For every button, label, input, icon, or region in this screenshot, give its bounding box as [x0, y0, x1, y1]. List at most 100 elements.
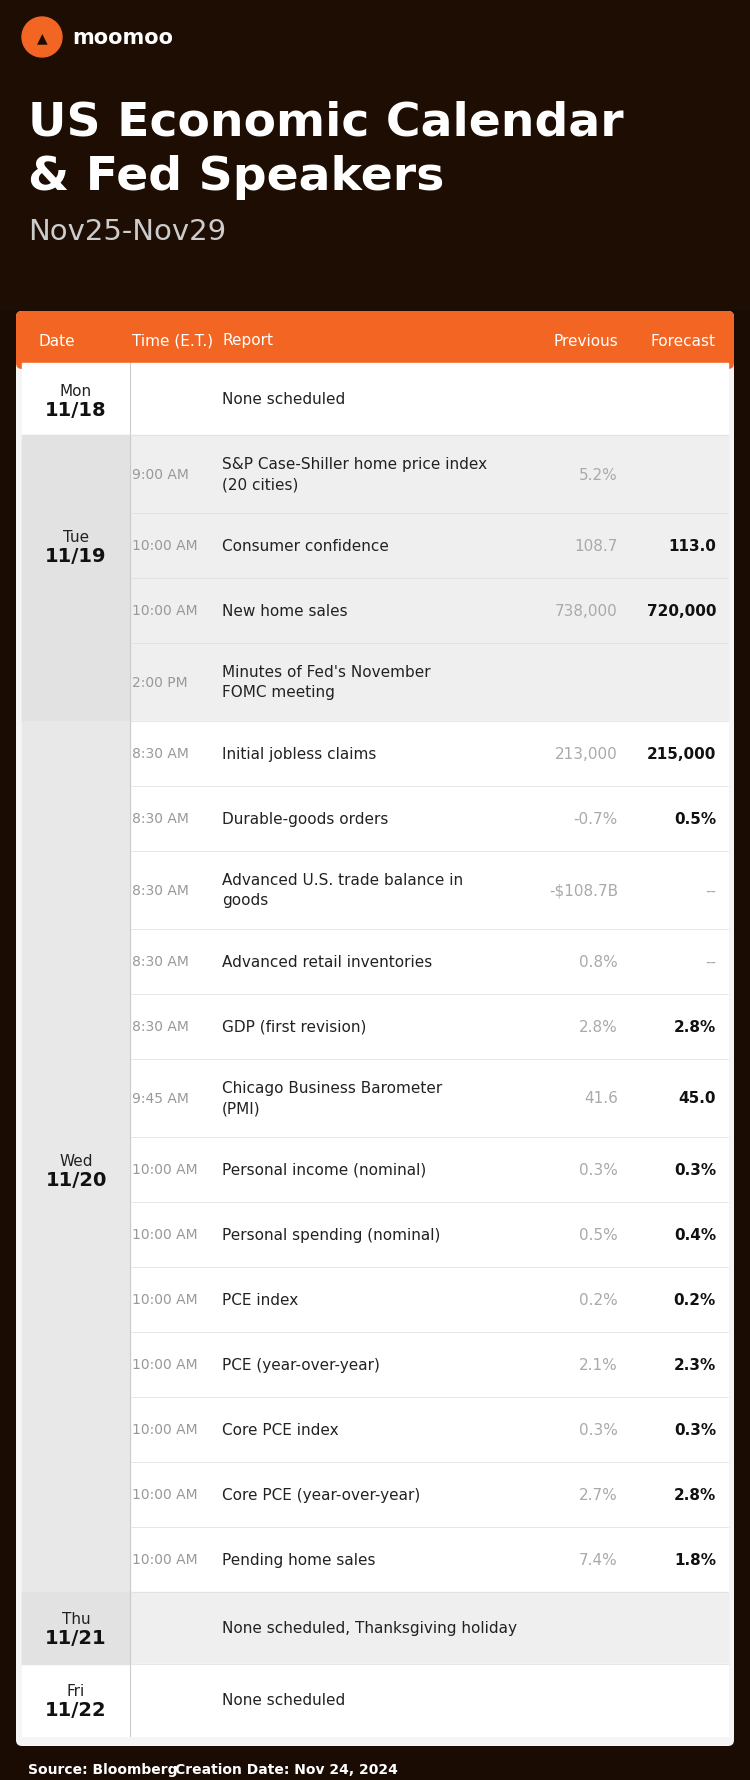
Text: 11/21: 11/21: [45, 1629, 106, 1648]
Text: 113.0: 113.0: [668, 539, 716, 554]
Text: Pending home sales: Pending home sales: [222, 1552, 376, 1566]
Text: 8:30 AM: 8:30 AM: [132, 812, 189, 826]
Text: -$108.7B: -$108.7B: [549, 883, 618, 897]
Text: 10:00 AM: 10:00 AM: [132, 1292, 198, 1307]
Text: goods: goods: [222, 894, 268, 908]
Text: Advanced retail inventories: Advanced retail inventories: [222, 954, 432, 970]
Text: Thu: Thu: [62, 1611, 90, 1627]
Text: 215,000: 215,000: [646, 746, 716, 762]
Text: PCE index: PCE index: [222, 1292, 298, 1307]
Text: 8:30 AM: 8:30 AM: [132, 1020, 189, 1034]
Text: (20 cities): (20 cities): [222, 477, 298, 493]
Text: 11/18: 11/18: [45, 400, 106, 420]
Text: 2.8%: 2.8%: [674, 1020, 716, 1034]
Text: 11/19: 11/19: [45, 546, 106, 566]
Text: None scheduled: None scheduled: [222, 392, 345, 408]
Text: Advanced U.S. trade balance in: Advanced U.S. trade balance in: [222, 872, 463, 888]
Text: 0.5%: 0.5%: [674, 812, 716, 826]
Bar: [22, 1664, 728, 1736]
Text: 9:00 AM: 9:00 AM: [132, 468, 189, 482]
Text: 720,000: 720,000: [646, 603, 716, 619]
Text: None scheduled, Thanksgiving holiday: None scheduled, Thanksgiving holiday: [222, 1620, 517, 1636]
Text: 0.3%: 0.3%: [674, 1162, 716, 1177]
Text: (PMI): (PMI): [222, 1100, 261, 1116]
Text: Forecast: Forecast: [651, 333, 716, 349]
Text: Report: Report: [222, 333, 273, 349]
Bar: [22, 1591, 130, 1664]
Text: 41.6: 41.6: [584, 1091, 618, 1105]
Text: Personal income (nominal): Personal income (nominal): [222, 1162, 426, 1177]
Text: -0.7%: -0.7%: [574, 812, 618, 826]
Text: 7.4%: 7.4%: [579, 1552, 618, 1566]
Bar: [22, 721, 728, 1591]
Bar: [22, 363, 728, 436]
Text: 11/22: 11/22: [45, 1700, 106, 1719]
Text: GDP (first revision): GDP (first revision): [222, 1020, 366, 1034]
Text: 2.3%: 2.3%: [674, 1356, 716, 1372]
Text: 0.8%: 0.8%: [579, 954, 618, 970]
Text: 10:00 AM: 10:00 AM: [132, 603, 198, 618]
Text: 108.7: 108.7: [574, 539, 618, 554]
Text: Personal spending (nominal): Personal spending (nominal): [222, 1228, 440, 1242]
Text: Time (E.T.): Time (E.T.): [132, 333, 213, 349]
Text: 10:00 AM: 10:00 AM: [132, 1228, 198, 1242]
Text: 2:00 PM: 2:00 PM: [132, 676, 188, 689]
Text: 10:00 AM: 10:00 AM: [132, 1488, 198, 1502]
Text: Tue: Tue: [63, 530, 89, 545]
Text: None scheduled: None scheduled: [222, 1693, 345, 1707]
Text: moomoo: moomoo: [72, 28, 173, 48]
Text: 0.3%: 0.3%: [579, 1162, 618, 1177]
Text: 10:00 AM: 10:00 AM: [132, 1358, 198, 1372]
Text: 5.2%: 5.2%: [579, 466, 618, 482]
Text: 10:00 AM: 10:00 AM: [132, 539, 198, 554]
Bar: [22, 1591, 728, 1664]
Text: S&P Case-Shiller home price index: S&P Case-Shiller home price index: [222, 457, 488, 472]
Text: FOMC meeting: FOMC meeting: [222, 685, 334, 700]
Text: 2.1%: 2.1%: [579, 1356, 618, 1372]
Text: Durable-goods orders: Durable-goods orders: [222, 812, 388, 826]
Text: 738,000: 738,000: [555, 603, 618, 619]
Text: 0.4%: 0.4%: [674, 1228, 716, 1242]
Text: 8:30 AM: 8:30 AM: [132, 748, 189, 762]
Text: Source: Bloomberg: Source: Bloomberg: [28, 1762, 178, 1776]
Text: Wed: Wed: [59, 1153, 93, 1168]
Text: 1.8%: 1.8%: [674, 1552, 716, 1566]
Text: ▲: ▲: [37, 30, 47, 44]
Text: Previous: Previous: [554, 333, 618, 349]
Text: Minutes of Fed's November: Minutes of Fed's November: [222, 666, 430, 680]
Text: Creation Date: Nov 24, 2024: Creation Date: Nov 24, 2024: [175, 1762, 398, 1776]
Text: 10:00 AM: 10:00 AM: [132, 1162, 198, 1177]
Text: 0.2%: 0.2%: [579, 1292, 618, 1307]
Text: & Fed Speakers: & Fed Speakers: [28, 155, 444, 199]
Text: Core PCE index: Core PCE index: [222, 1422, 339, 1436]
Text: 2.8%: 2.8%: [674, 1486, 716, 1502]
Text: --: --: [705, 954, 716, 970]
Bar: [22, 436, 130, 721]
Text: 2.7%: 2.7%: [579, 1486, 618, 1502]
Bar: [22, 436, 728, 721]
Text: 2.8%: 2.8%: [579, 1020, 618, 1034]
Text: 0.5%: 0.5%: [579, 1228, 618, 1242]
FancyBboxPatch shape: [16, 312, 734, 370]
Circle shape: [22, 18, 62, 59]
Text: Core PCE (year-over-year): Core PCE (year-over-year): [222, 1486, 420, 1502]
Text: Date: Date: [38, 333, 74, 349]
Text: 0.3%: 0.3%: [674, 1422, 716, 1436]
Text: 11/20: 11/20: [45, 1169, 106, 1189]
Bar: [22, 354, 728, 363]
Text: 0.3%: 0.3%: [579, 1422, 618, 1436]
Bar: [0, 0, 750, 310]
Text: Nov25-Nov29: Nov25-Nov29: [28, 217, 226, 246]
Text: Chicago Business Barometer: Chicago Business Barometer: [222, 1080, 442, 1096]
Text: Initial jobless claims: Initial jobless claims: [222, 746, 376, 762]
Text: Consumer confidence: Consumer confidence: [222, 539, 388, 554]
FancyBboxPatch shape: [16, 312, 734, 1746]
Text: 10:00 AM: 10:00 AM: [132, 1422, 198, 1436]
Text: US Economic Calendar: US Economic Calendar: [28, 100, 624, 144]
Text: 213,000: 213,000: [555, 746, 618, 762]
Text: 10:00 AM: 10:00 AM: [132, 1552, 198, 1566]
Text: 8:30 AM: 8:30 AM: [132, 883, 189, 897]
Text: PCE (year-over-year): PCE (year-over-year): [222, 1356, 380, 1372]
Text: New home sales: New home sales: [222, 603, 347, 619]
Text: Mon: Mon: [60, 383, 92, 399]
